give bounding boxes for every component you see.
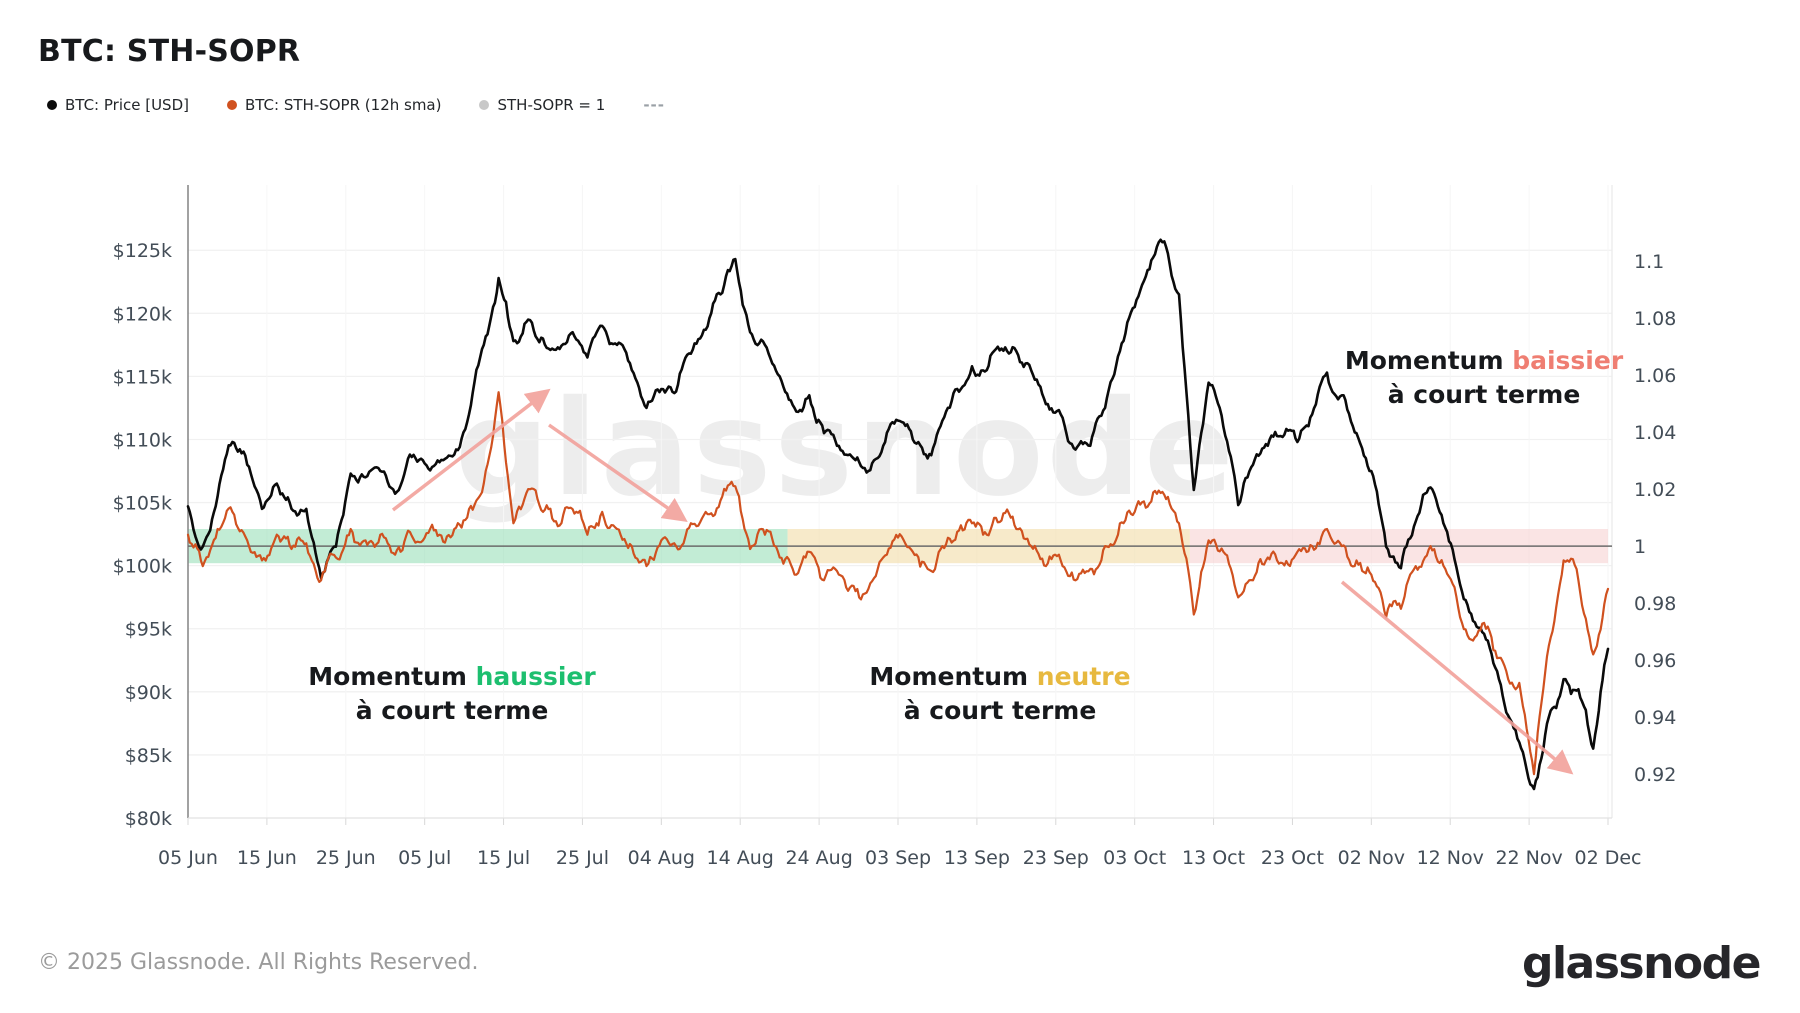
- right-axis-tick-label: 0.96: [1634, 650, 1676, 672]
- x-axis-tick-label: 02 Nov: [1338, 847, 1405, 869]
- right-axis-tick-label: 1.08: [1634, 308, 1676, 330]
- right-axis-tick-label: 1.02: [1634, 479, 1676, 501]
- right-axis-tick-label: 0.98: [1634, 593, 1676, 615]
- price-sopr-chart: $125k $120k $115k $110k $105k $100k $95k $90k $8…: [113, 185, 1676, 869]
- left-axis-tick-label: $120k: [113, 303, 172, 325]
- annotation-momentum-haussier: Momentum haussier à court terme: [308, 660, 595, 728]
- annotation-keyword: neutre: [1036, 662, 1131, 691]
- legend-item: STH-SOPR = 1: [479, 96, 605, 114]
- legend-item: BTC: STH-SOPR (12h sma): [226, 96, 442, 114]
- annotation-text: Momentum: [308, 662, 476, 691]
- right-axis-tick-label: 0.92: [1634, 764, 1676, 786]
- x-axis-tick-label: 13 Oct: [1182, 847, 1245, 869]
- x-axis-tick-label: 04 Aug: [628, 847, 695, 869]
- annotation-momentum-neutre: Momentum neutre à court terme: [869, 660, 1130, 728]
- x-axis-tick-label: 15 Jul: [477, 847, 530, 869]
- left-axis-tick-label: $90k: [125, 682, 172, 704]
- left-axis-tick-label: $115k: [113, 366, 172, 388]
- page-title: BTC: STH-SOPR: [38, 34, 301, 69]
- left-axis-tick-label: $105k: [113, 493, 172, 515]
- x-axis-tick-label: 23 Oct: [1261, 847, 1324, 869]
- legend-dot-icon: [47, 100, 57, 110]
- annotation-keyword: baissier: [1512, 346, 1624, 375]
- legend-dot-icon: [479, 100, 490, 110]
- right-axis-tick-label: 1.06: [1634, 365, 1676, 387]
- left-axis-tick-label: $125k: [113, 240, 172, 262]
- trend-arrow: [1340, 580, 1574, 775]
- glassnode-logo: glassnode: [1521, 938, 1762, 989]
- right-axis-tick-label: 1: [1634, 536, 1646, 558]
- left-axis-tick-label: $80k: [125, 808, 172, 830]
- x-axis-tick-label: 02 Dec: [1575, 847, 1642, 869]
- annotation-text-line2: à court terme: [1387, 380, 1581, 409]
- legend-label: BTC: STH-SOPR (12h sma): [244, 96, 442, 114]
- right-axis-tick-label: 0.94: [1634, 707, 1676, 729]
- sth-sopr-line: [186, 391, 1610, 776]
- x-axis-tick-label: 22 Nov: [1495, 847, 1562, 869]
- chart-legend: BTC: Price [USD] BTC: STH-SOPR (12h sma) S…: [47, 96, 665, 114]
- x-axis-tick-label: 03 Oct: [1103, 847, 1166, 869]
- btc-price-line: [186, 238, 1610, 791]
- left-axis-tick-label: $95k: [125, 619, 172, 641]
- legend-dot-icon: [226, 100, 237, 110]
- x-axis-tick-label: 25 Jun: [316, 847, 376, 869]
- annotation-momentum-baissier: Momentum baissier à court terme: [1345, 344, 1623, 412]
- right-axis-tick-label: 1.04: [1634, 422, 1676, 444]
- x-axis-tick-label: 03 Sep: [865, 847, 931, 869]
- annotation-text-line2: à court terme: [903, 696, 1097, 725]
- x-axis-tick-label: 14 Aug: [707, 847, 774, 869]
- annotation-text: Momentum: [1344, 346, 1513, 375]
- x-axis-tick-label: 13 Sep: [944, 847, 1010, 869]
- annotation-text-line2: à court terme: [355, 696, 549, 725]
- trend-arrow: [391, 388, 551, 512]
- left-axis-tick-label: $100k: [113, 556, 172, 578]
- x-axis-tick-label: 12 Nov: [1417, 847, 1484, 869]
- x-axis-tick-label: 05 Jul: [398, 847, 451, 869]
- legend-item: BTC: Price [USD]: [47, 96, 189, 114]
- trend-arrow: [547, 423, 688, 523]
- annotation-text: Momentum: [869, 662, 1037, 691]
- right-axis-tick-label: 1.1: [1634, 251, 1664, 273]
- legend-label: BTC: Price [USD]: [65, 96, 189, 114]
- x-axis-tick-label: 05 Jun: [158, 847, 218, 869]
- annotation-keyword: haussier: [475, 662, 596, 691]
- left-axis-tick-label: $110k: [113, 429, 172, 451]
- x-axis-tick-label: 25 Jul: [556, 847, 609, 869]
- legend-label: STH-SOPR = 1: [497, 96, 606, 114]
- left-axis-tick-label: $85k: [125, 745, 172, 767]
- legend-dash-icon: ---: [643, 96, 665, 114]
- x-axis-tick-label: 24 Aug: [785, 847, 852, 869]
- copyright-text: © 2025 Glassnode. All Rights Reserved.: [38, 950, 479, 975]
- x-axis-tick-label: 23 Sep: [1023, 847, 1089, 869]
- x-axis-tick-label: 15 Jun: [237, 847, 297, 869]
